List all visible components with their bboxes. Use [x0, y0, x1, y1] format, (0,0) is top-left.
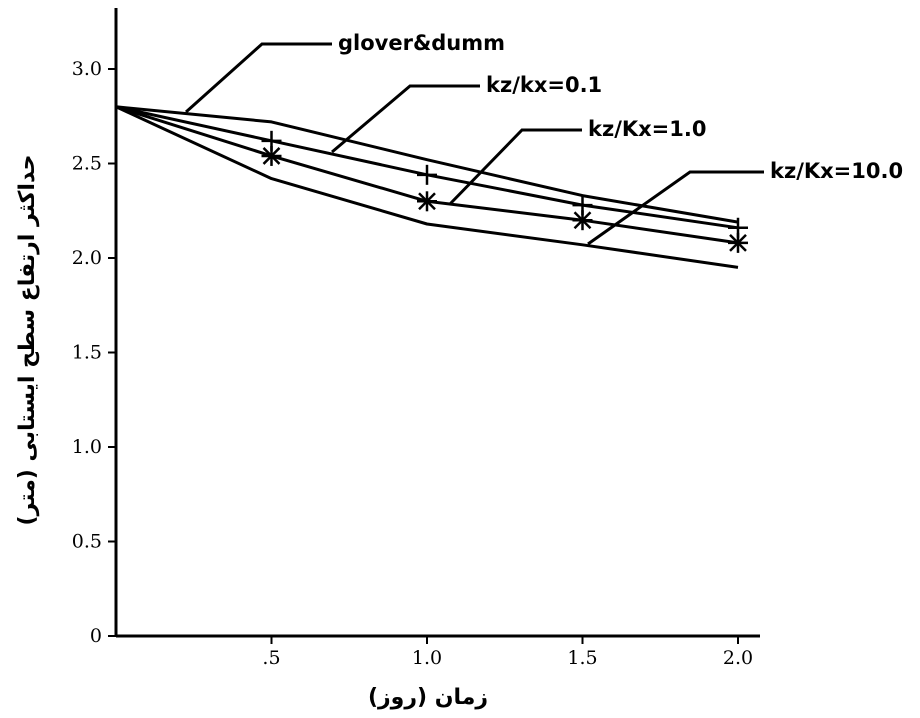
series-line-1 — [115, 105, 739, 224]
legend-leader-line — [448, 128, 582, 206]
legend-leader-line — [587, 170, 764, 246]
x-axis-title: زمان (روز) — [368, 685, 488, 710]
x-tick-label: .5 — [262, 647, 280, 669]
legend-label: glover&dumm — [338, 31, 505, 55]
data-point-marker — [572, 210, 593, 231]
legend-group: glover&dumm kz/kx=0.1 kz/Kx=1.0 kz/Kx=10.0 — [184, 31, 903, 246]
y-axis-title: حداکثر ارتفاع سطح ایستابی (متر) — [15, 154, 40, 525]
markers-group — [261, 130, 748, 253]
y-tick-label: 3.0 — [72, 58, 102, 80]
ticks-group: 0 0.5 1.0 1.5 2.0 2.5 3.0 .5 1.0 1.5 2.0 — [72, 58, 753, 669]
x-tick-label: 1.0 — [412, 647, 442, 669]
x-tick-label: 2.0 — [723, 647, 753, 669]
data-point-marker — [261, 145, 282, 166]
series-line-4 — [115, 105, 739, 269]
y-tick-label: 2.5 — [72, 153, 102, 175]
legend-label: kz/kx=0.1 — [486, 73, 602, 97]
x-tick-label: 1.5 — [567, 647, 597, 669]
y-tick-label: 2.0 — [72, 247, 102, 269]
legend-label: kz/Kx=10.0 — [770, 159, 903, 183]
data-point-marker — [728, 232, 748, 253]
legend-label: kz/Kx=1.0 — [588, 117, 706, 141]
data-point-marker — [417, 164, 437, 185]
legend-leader-line — [184, 42, 332, 114]
y-tick-label: 1.5 — [72, 342, 102, 364]
y-tick-label: 0 — [90, 625, 102, 647]
y-tick-label: 1.0 — [72, 436, 102, 458]
y-tick-label: 0.5 — [72, 531, 102, 553]
legend-leader-line — [331, 84, 480, 154]
data-point-marker — [417, 191, 437, 212]
